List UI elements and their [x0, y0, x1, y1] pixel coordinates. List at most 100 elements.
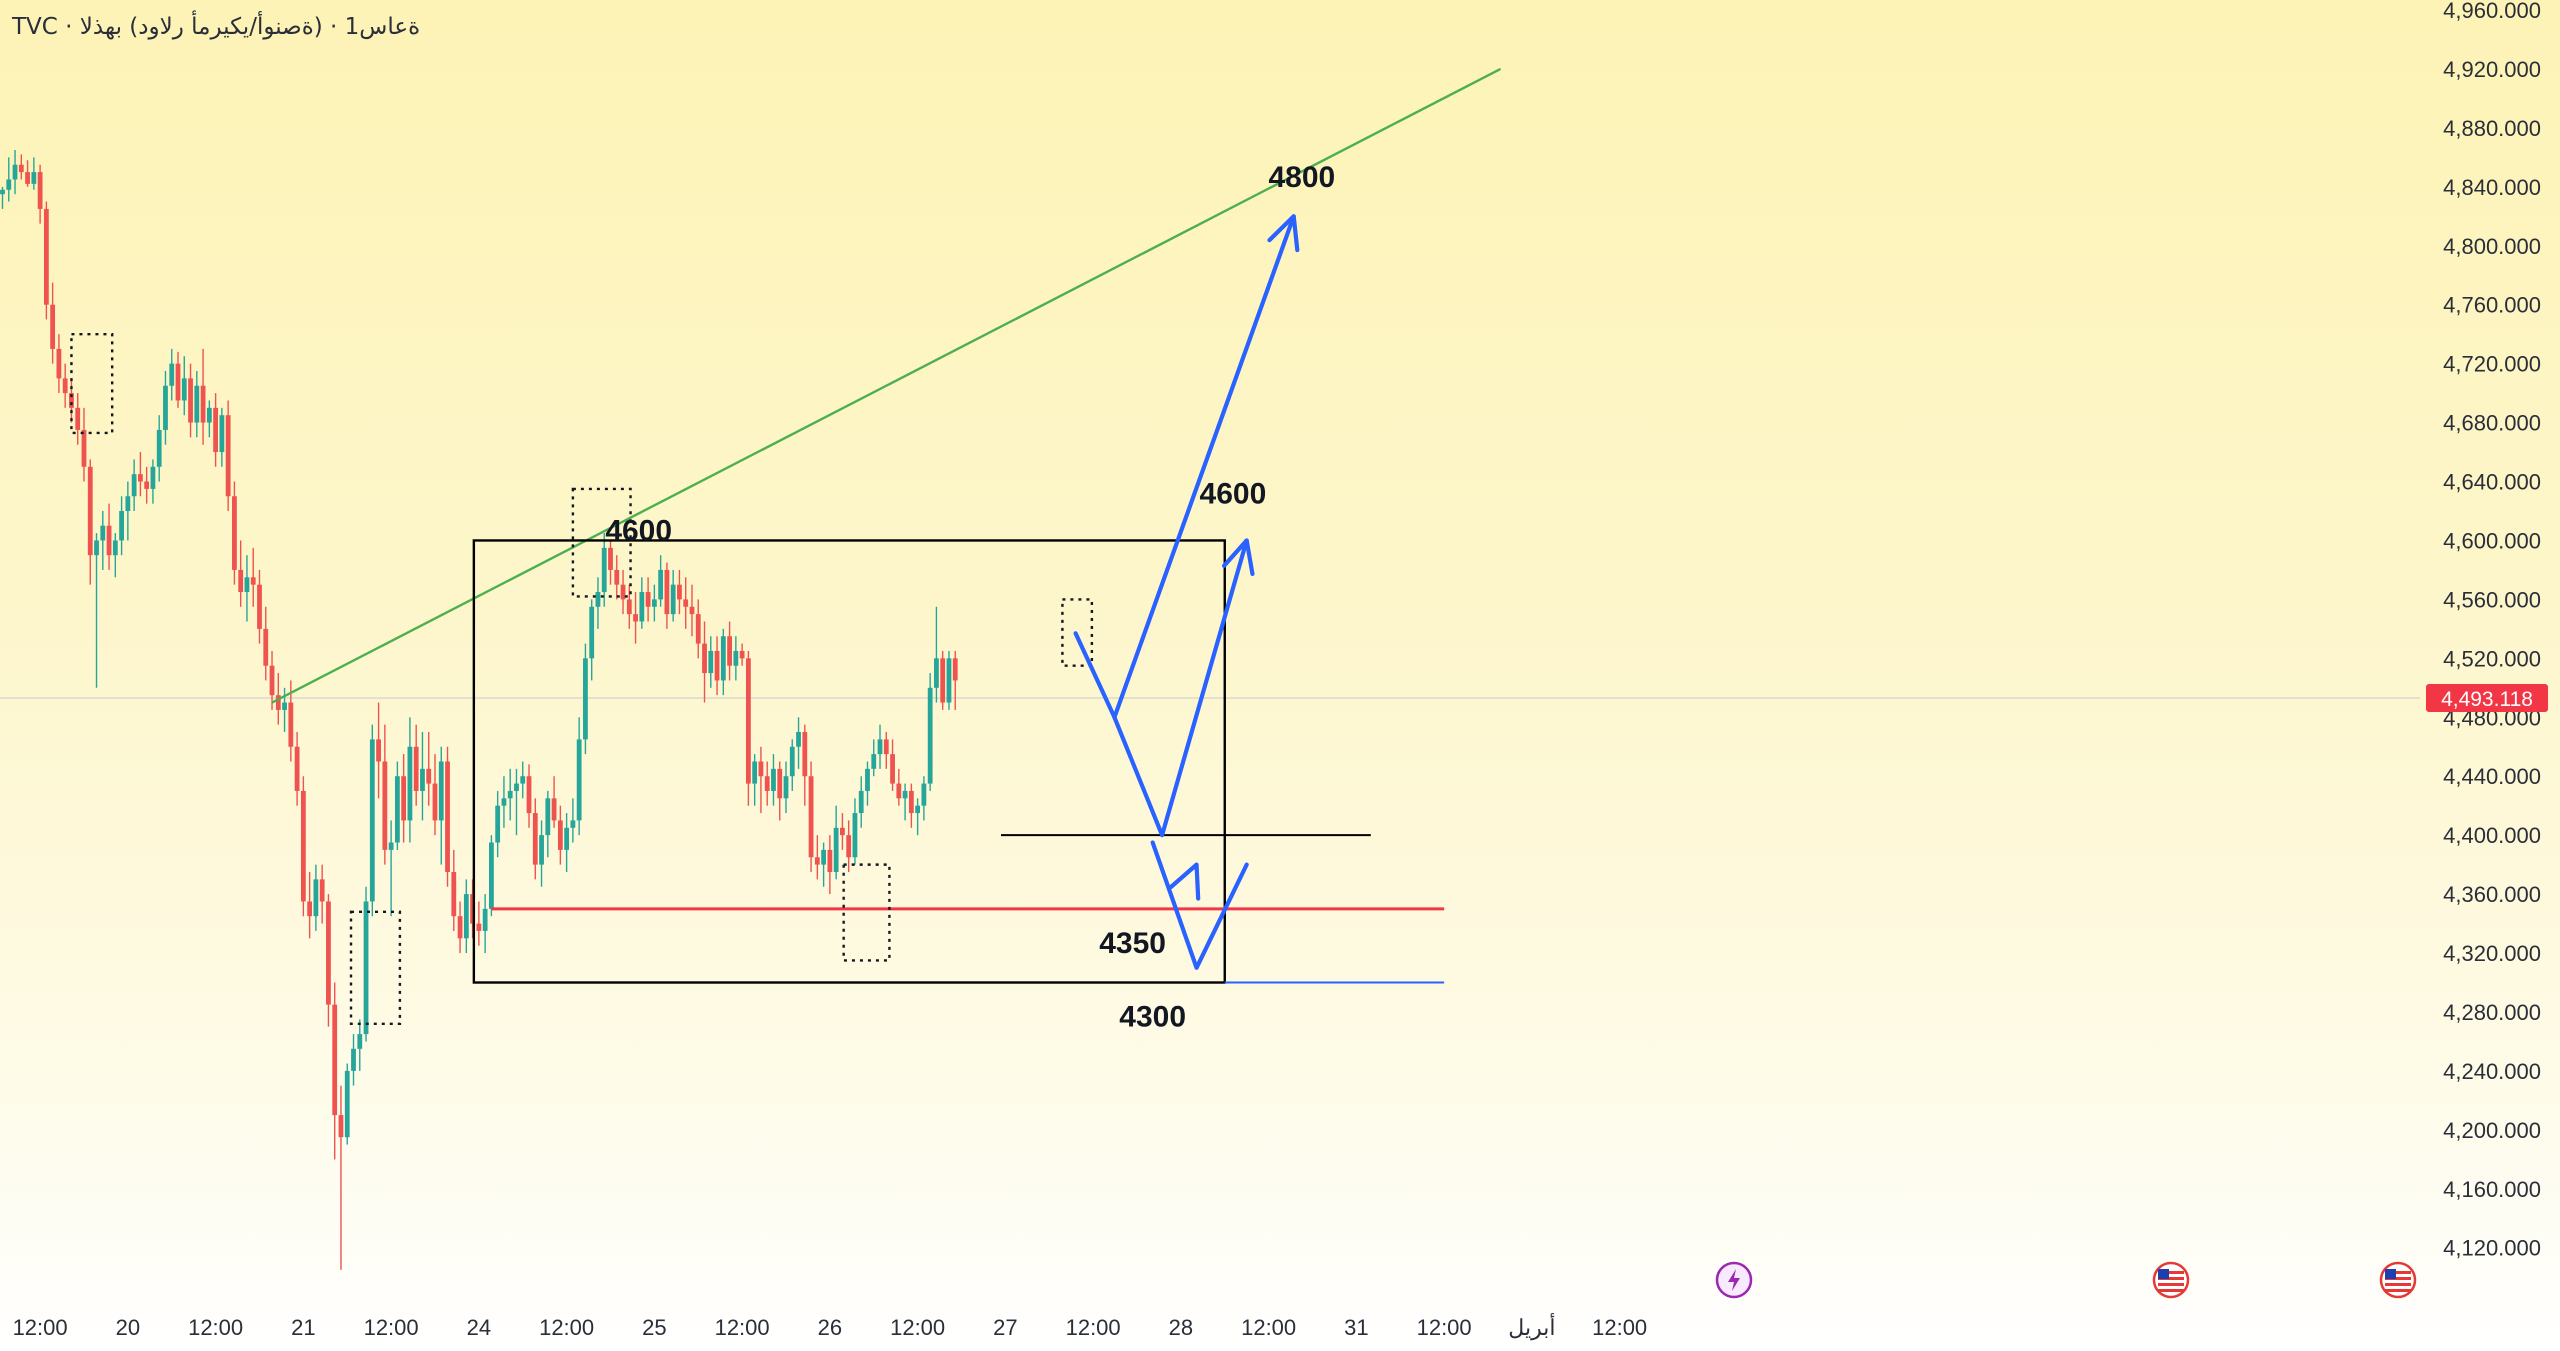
- candle-body[interactable]: [0, 189, 5, 195]
- candle-body[interactable]: [745, 658, 751, 784]
- candle-body[interactable]: [651, 599, 657, 607]
- candle-body[interactable]: [181, 378, 187, 401]
- candle-body[interactable]: [332, 1004, 338, 1116]
- candle-body[interactable]: [194, 385, 200, 423]
- candle-body[interactable]: [626, 599, 632, 615]
- candle-body[interactable]: [376, 739, 381, 762]
- candle-body[interactable]: [733, 650, 739, 666]
- candle-body[interactable]: [677, 584, 682, 600]
- candle-body[interactable]: [896, 783, 902, 799]
- candle-body[interactable]: [37, 172, 43, 209]
- candle-body[interactable]: [432, 783, 438, 821]
- candle-body[interactable]: [670, 584, 676, 615]
- candle-body[interactable]: [802, 732, 808, 777]
- candle-body[interactable]: [457, 916, 463, 939]
- candle-body[interactable]: [470, 894, 475, 924]
- candle-body[interactable]: [188, 378, 193, 423]
- candle-body[interactable]: [31, 172, 37, 184]
- candle-body[interactable]: [771, 768, 776, 791]
- candle-body[interactable]: [25, 172, 30, 184]
- candle-body[interactable]: [338, 1115, 344, 1138]
- trendline[interactable]: [271, 67, 1502, 704]
- candle-body[interactable]: [351, 1048, 356, 1071]
- candle-body[interactable]: [257, 584, 262, 629]
- candle-body[interactable]: [664, 569, 670, 615]
- candle-body[interactable]: [156, 429, 162, 467]
- candle-body[interactable]: [927, 687, 933, 784]
- candle-body[interactable]: [232, 496, 237, 570]
- candle-body[interactable]: [952, 658, 958, 681]
- candle-body[interactable]: [6, 179, 12, 190]
- candle-body[interactable]: [808, 776, 814, 858]
- candle-body[interactable]: [557, 820, 563, 850]
- candle-body[interactable]: [865, 768, 870, 791]
- candle-body[interactable]: [213, 407, 219, 453]
- candle-body[interactable]: [495, 805, 501, 843]
- candle-body[interactable]: [269, 665, 275, 696]
- candle-body[interactable]: [112, 540, 118, 556]
- candle-body[interactable]: [545, 798, 551, 836]
- candle-body[interactable]: [357, 1034, 363, 1049]
- candle-body[interactable]: [413, 746, 419, 791]
- candle-body[interactable]: [833, 827, 839, 872]
- candle-body[interactable]: [150, 466, 156, 489]
- candle-body[interactable]: [137, 474, 143, 482]
- candle-body[interactable]: [125, 496, 131, 511]
- projection-path[interactable]: [1112, 538, 1249, 838]
- candle-body[interactable]: [777, 768, 783, 799]
- candle-body[interactable]: [614, 569, 620, 585]
- candle-body[interactable]: [601, 547, 607, 593]
- candle-body[interactable]: [175, 363, 181, 401]
- symbol-title[interactable]: TVC · ةعاس1 · (ةصنوأ/يكيرمأ رلاود) بهذلا: [12, 14, 421, 40]
- candle-body[interactable]: [639, 592, 645, 622]
- candle-body[interactable]: [714, 650, 720, 681]
- candle-body[interactable]: [890, 754, 895, 784]
- candle-body[interactable]: [75, 407, 81, 430]
- candle-body[interactable]: [658, 569, 664, 600]
- candle-body[interactable]: [94, 540, 99, 556]
- dotted-zone-box[interactable]: [842, 863, 891, 962]
- candle-body[interactable]: [463, 894, 469, 939]
- candle-body[interactable]: [438, 761, 444, 821]
- candle-body[interactable]: [946, 658, 952, 703]
- candle-body[interactable]: [200, 385, 206, 423]
- candle-body[interactable]: [244, 577, 250, 593]
- candle-body[interactable]: [169, 363, 175, 386]
- candle-body[interactable]: [764, 776, 770, 791]
- candle-body[interactable]: [445, 761, 450, 872]
- candle-body[interactable]: [18, 164, 24, 173]
- candle-body[interactable]: [263, 628, 269, 666]
- candle-body[interactable]: [739, 650, 745, 659]
- candle-body[interactable]: [789, 746, 795, 777]
- candle-body[interactable]: [576, 739, 582, 821]
- candle-body[interactable]: [752, 761, 758, 784]
- candle-body[interactable]: [883, 739, 889, 755]
- candle-body[interactable]: [633, 614, 638, 622]
- candle-body[interactable]: [476, 923, 482, 931]
- projection-path[interactable]: [1112, 214, 1296, 720]
- candle-body[interactable]: [915, 805, 921, 814]
- dotted-zone-box[interactable]: [70, 332, 114, 435]
- candle-body[interactable]: [727, 636, 732, 666]
- candle-body[interactable]: [758, 761, 764, 777]
- dotted-zone-box[interactable]: [349, 910, 402, 1025]
- candle-body[interactable]: [300, 790, 306, 902]
- candle-body[interactable]: [796, 732, 801, 747]
- candle-body[interactable]: [532, 813, 538, 865]
- candle-body[interactable]: [520, 776, 526, 784]
- candle-body[interactable]: [344, 1070, 350, 1138]
- candle-body[interactable]: [43, 208, 49, 305]
- candle-body[interactable]: [934, 658, 939, 688]
- candle-body[interactable]: [275, 695, 281, 710]
- range-rectangle[interactable]: [472, 539, 1226, 984]
- candle-body[interactable]: [846, 835, 852, 858]
- candle-body[interactable]: [908, 790, 914, 814]
- projection-path[interactable]: [1073, 631, 1117, 720]
- candle-body[interactable]: [595, 592, 601, 607]
- candle-body[interactable]: [871, 754, 877, 769]
- candle-body[interactable]: [783, 776, 789, 799]
- candle-body[interactable]: [382, 761, 388, 850]
- candle-body[interactable]: [401, 776, 407, 821]
- candle-body[interactable]: [877, 739, 883, 755]
